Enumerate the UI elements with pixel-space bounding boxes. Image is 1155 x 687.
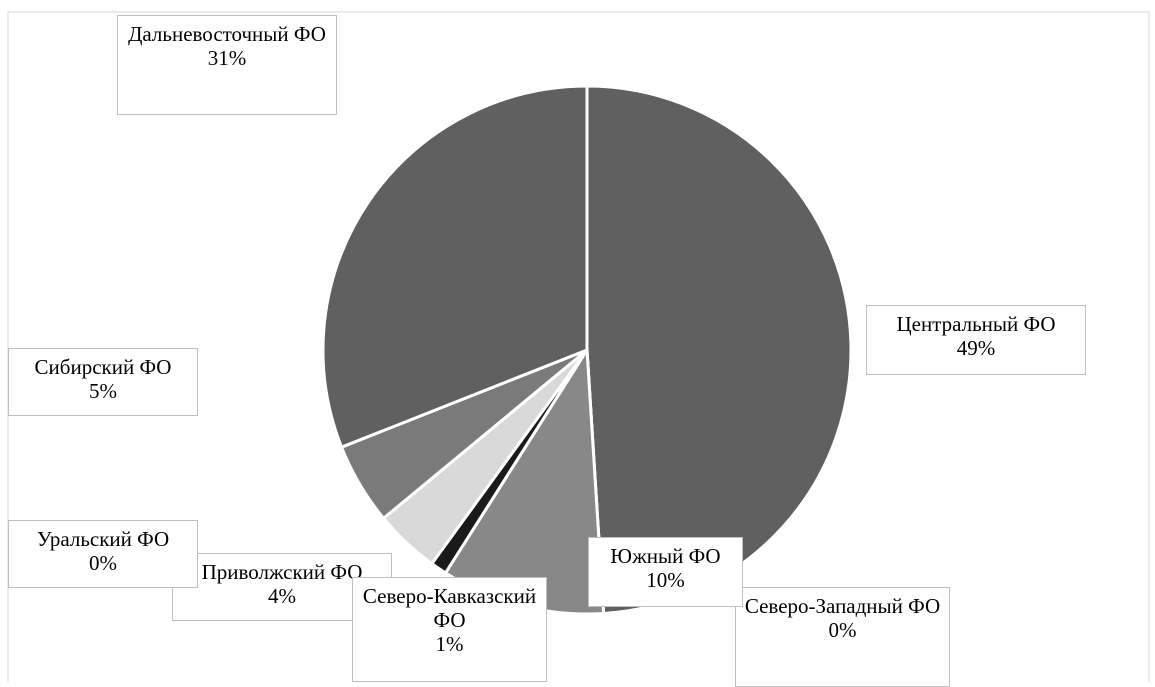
data-label: Центральный ФО 49% bbox=[866, 305, 1086, 375]
label-category: Дальневосточный ФО bbox=[128, 22, 326, 46]
label-value: 4% bbox=[268, 584, 296, 608]
label-category: Южный ФО bbox=[610, 544, 721, 568]
label-value: 49% bbox=[956, 336, 996, 360]
data-label: Сибирский ФО 5% bbox=[8, 348, 198, 416]
pie-slice bbox=[321, 84, 589, 449]
pie-slice bbox=[585, 84, 853, 615]
label-value: 31% bbox=[207, 46, 247, 70]
label-category: Северо-Кавказский ФО bbox=[362, 584, 537, 632]
label-category: Северо-Западный ФО bbox=[744, 594, 941, 618]
label-value: 0% bbox=[828, 618, 857, 642]
label-value: 0% bbox=[89, 551, 117, 575]
data-label: Северо-Кавказский ФО 1% bbox=[352, 577, 547, 682]
label-value: 10% bbox=[646, 568, 685, 592]
label-category: Сибирский ФО bbox=[34, 355, 172, 379]
label-value: 5% bbox=[89, 379, 117, 403]
data-label: Северо-Западный ФО 0% bbox=[735, 587, 950, 687]
label-category: Уральский ФО bbox=[36, 527, 170, 551]
label-category: Приволжский ФО bbox=[201, 560, 363, 584]
label-value: 1% bbox=[435, 632, 464, 656]
data-label: Южный ФО 10% bbox=[588, 537, 743, 607]
label-category: Центральный ФО bbox=[896, 312, 1056, 336]
data-label: Дальневосточный ФО 31% bbox=[117, 15, 337, 115]
data-label: Уральский ФО 0% bbox=[8, 520, 198, 588]
